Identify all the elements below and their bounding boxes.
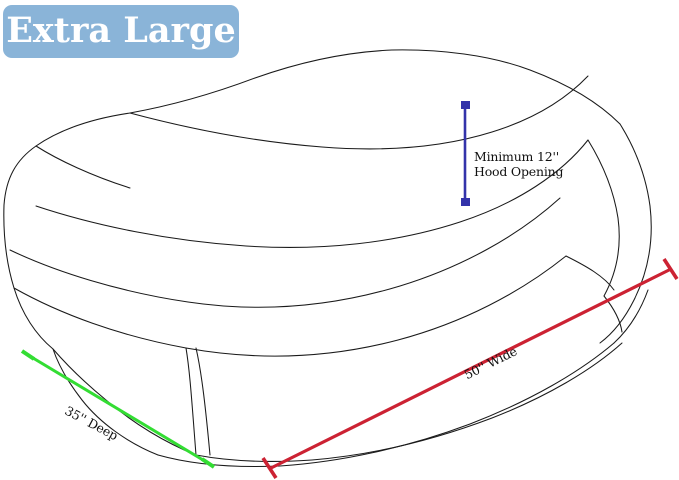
hood-opening-dimension-line <box>461 101 470 206</box>
hood-opening-callout: Minimum 12'' Hood Opening <box>474 149 563 179</box>
width-dimension-line <box>261 258 679 479</box>
hood-opening-callout-line1: Minimum 12'' <box>474 149 559 164</box>
size-badge-label: Extra Large <box>6 9 236 51</box>
hood-opening-callout-line2: Hood Opening <box>474 164 564 179</box>
size-badge: Extra Large <box>3 5 239 58</box>
cover-outline-paths <box>3 49 652 468</box>
depth-dimension-line <box>20 349 216 469</box>
